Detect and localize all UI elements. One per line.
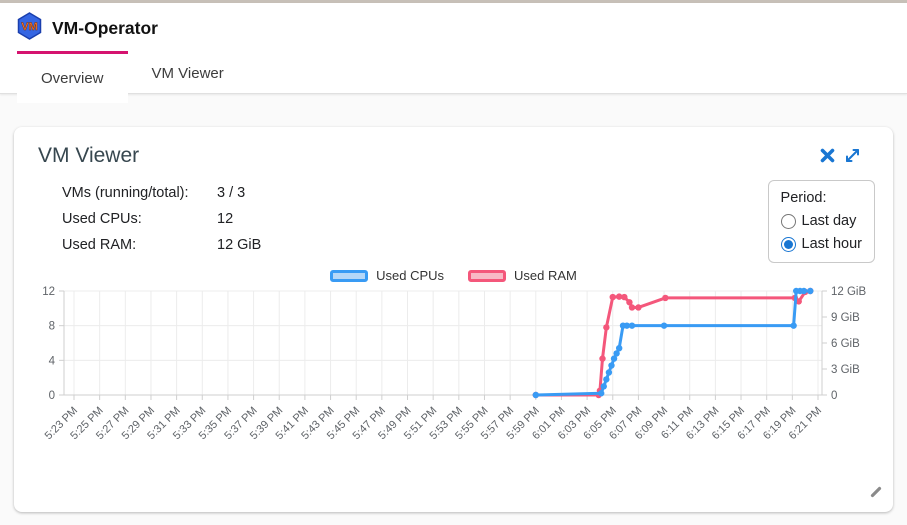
svg-text:12: 12 — [42, 286, 55, 298]
usage-chart: 5:23 PM5:25 PM5:27 PM5:29 PM5:31 PM5:33 … — [42, 286, 866, 442]
svg-text:8: 8 — [49, 321, 55, 333]
period-selector: Period: Last day Last hour — [767, 180, 875, 263]
card-actions — [819, 147, 861, 164]
stat-cpus-label: Used CPUs: — [62, 211, 142, 227]
legend-used-ram-label: Used RAM — [514, 268, 577, 283]
svg-text:VM: VM — [21, 21, 38, 33]
radio-last-day-input[interactable] — [780, 213, 796, 229]
legend-used-cpus-label: Used CPUs — [376, 268, 445, 283]
tab-bar: Overview VM Viewer — [0, 51, 907, 103]
stat-ram-value: 12 GiB — [217, 237, 262, 253]
svg-text:3 GiB: 3 GiB — [831, 364, 860, 376]
radio-last-hour[interactable]: Last hour — [780, 236, 862, 252]
stat-cpus-value: 12 — [217, 211, 234, 227]
close-icon[interactable] — [819, 147, 836, 164]
svg-text:4: 4 — [49, 355, 56, 367]
expand-icon[interactable] — [844, 147, 861, 164]
brand-row: VM VM-Operator — [0, 3, 907, 51]
chart-legend: Used CPUs Used RAM — [14, 268, 893, 283]
used-cpus-swatch-icon — [330, 269, 369, 282]
tab-overview[interactable]: Overview — [17, 51, 128, 103]
radio-last-day-label: Last day — [801, 213, 857, 229]
resize-handle-icon[interactable] — [869, 485, 883, 504]
svg-text:0: 0 — [49, 390, 55, 402]
tab-vm-viewer[interactable]: VM Viewer — [128, 51, 248, 93]
svg-text:0: 0 — [831, 390, 837, 402]
card-title: VM Viewer — [38, 144, 140, 167]
used-ram-swatch-icon — [468, 269, 507, 282]
window-top-strip — [0, 0, 907, 3]
app-header: VM VM-Operator Overview VM Viewer — [0, 3, 907, 103]
radio-last-hour-input[interactable] — [780, 236, 796, 252]
period-label: Period: — [780, 190, 827, 206]
stats-table: VMs (running/total): 3 / 3 Used CPUs: 12… — [62, 185, 893, 253]
legend-item-used-ram[interactable]: Used RAM — [468, 268, 577, 283]
page-content: VM Viewer VMs (running/total): 3 / 3 Use… — [0, 94, 907, 512]
svg-text:6 GiB: 6 GiB — [831, 338, 860, 350]
legend-item-used-cpus[interactable]: Used CPUs — [330, 268, 444, 283]
tab-vm-viewer-label: VM Viewer — [151, 65, 224, 82]
vm-operator-logo-icon: VM — [16, 12, 43, 45]
app-title: VM-Operator — [52, 18, 158, 38]
stat-vms-value: 3 / 3 — [217, 185, 246, 201]
svg-text:12 GiB: 12 GiB — [831, 286, 866, 298]
stat-ram-label: Used RAM: — [62, 237, 137, 253]
tab-overview-label: Overview — [41, 70, 104, 87]
svg-text:9 GiB: 9 GiB — [831, 312, 860, 324]
stat-vms-label: VMs (running/total): — [62, 185, 189, 201]
radio-last-day[interactable]: Last day — [780, 213, 862, 229]
radio-last-hour-label: Last hour — [801, 236, 862, 252]
vm-viewer-card: VM Viewer VMs (running/total): 3 / 3 Use… — [14, 127, 893, 512]
